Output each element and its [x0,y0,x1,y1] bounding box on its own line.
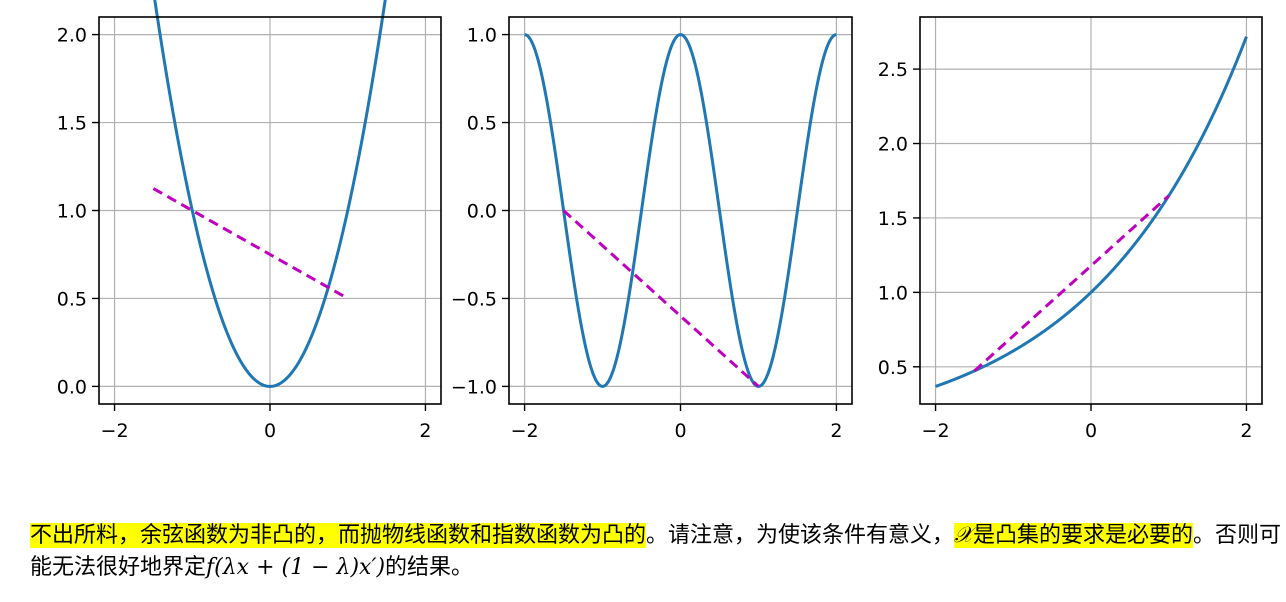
x-tick-label: 2 [419,420,431,442]
x-tick-label: 0 [1085,420,1097,442]
y-tick-label: 1.0 [467,25,497,47]
y-tick-label: 1.0 [878,282,908,304]
caption-text-5: 的结果。 [385,555,474,580]
x-tick-label: −2 [922,420,950,442]
y-tick-label: 0.0 [57,376,87,398]
caption-highlight-2-text: 是凸集的要求是必要的 [972,523,1193,548]
x-tick-label: −2 [101,420,129,442]
x-tick-label: −2 [511,420,539,442]
caption-formula: f(λx + (1 − λ)x′) [206,555,386,580]
y-tick-label: 0.5 [467,113,497,135]
chart-panel-3: −2 0 2 0.5 1.0 1.5 2.0 2.5 [878,16,1263,442]
secant-line [152,187,349,300]
caption-highlight-2: 𝒳是凸集的要求是必要的 [954,523,1193,548]
function-curve [524,33,837,388]
y-tick-label: 0.0 [467,201,497,223]
chart-panel-1: −2 0 2 0.0 0.5 1.0 1.5 2.0 [57,0,442,442]
function-curve [153,0,387,388]
caption-text-4: 。否则可能无法很好地界定 [30,523,1281,580]
secant-line [562,209,760,388]
function-curve [935,36,1248,388]
y-tick-label: −1.0 [451,376,497,398]
caption-highlight-1: 不出所料，余弦函数为非凸的，而抛物线函数和指数函数为凸的 [30,523,647,548]
figure: −2 0 2 0.0 0.5 1.0 1.5 2.0 −2 0 2 −1.0 −0.5 0.0 0.5 1.0… [57,0,1263,442]
y-tick-label: 1.5 [57,113,87,135]
secant-line [973,194,1170,373]
y-tick-label: 0.5 [878,357,908,379]
caption-set-symbol: 𝒳 [954,523,973,548]
y-tick-label: 2.5 [878,59,908,81]
x-tick-label: 2 [1240,420,1252,442]
y-tick-label: 2.0 [878,134,908,156]
y-tick-label: 0.5 [57,288,87,310]
y-tick-label: 2.0 [57,25,87,47]
caption-text-2: 。请注意，为使该条件有意义， [646,523,955,548]
x-tick-label: 0 [264,420,276,442]
x-tick-label: 0 [674,420,686,442]
y-tick-label: 1.0 [57,201,87,223]
y-tick-label: 1.5 [878,208,908,230]
chart-panel-2: −2 0 2 −1.0 −0.5 0.0 0.5 1.0 [451,16,853,442]
y-tick-label: −0.5 [451,288,497,310]
x-tick-label: 2 [830,420,842,442]
caption: 不出所料，余弦函数为非凸的，而抛物线函数和指数函数为凸的。请注意，为使该条件有意… [30,520,1282,584]
